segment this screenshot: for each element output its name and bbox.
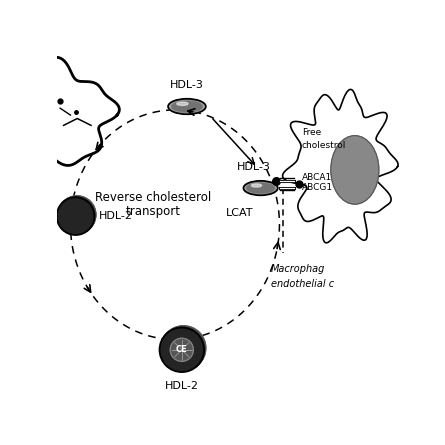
Text: Macrophag: Macrophag (271, 264, 325, 274)
Circle shape (170, 338, 194, 361)
Polygon shape (283, 89, 398, 243)
Circle shape (161, 327, 205, 371)
Circle shape (57, 198, 94, 234)
Text: HDL-2: HDL-2 (98, 211, 133, 221)
Circle shape (58, 198, 94, 234)
Text: endothelial c: endothelial c (271, 279, 334, 288)
Circle shape (58, 197, 95, 234)
Ellipse shape (169, 100, 205, 113)
Circle shape (58, 197, 95, 234)
Ellipse shape (247, 183, 275, 193)
Ellipse shape (169, 99, 206, 114)
Ellipse shape (244, 182, 277, 195)
Ellipse shape (172, 101, 202, 112)
Ellipse shape (331, 136, 379, 204)
Text: ABCG1: ABCG1 (302, 183, 333, 192)
Ellipse shape (172, 101, 202, 112)
Circle shape (161, 326, 206, 370)
Text: CE: CE (176, 345, 188, 354)
Ellipse shape (245, 182, 277, 194)
Ellipse shape (251, 184, 262, 187)
Text: HDL-2: HDL-2 (165, 380, 199, 391)
Text: Free: Free (302, 128, 321, 138)
Circle shape (58, 197, 95, 234)
Ellipse shape (243, 181, 278, 195)
Text: transport: transport (125, 205, 180, 218)
Ellipse shape (245, 182, 276, 194)
Circle shape (161, 327, 205, 371)
Ellipse shape (170, 100, 204, 113)
Ellipse shape (247, 183, 274, 193)
Circle shape (58, 198, 94, 234)
Circle shape (161, 327, 204, 371)
Text: Reverse cholesterol: Reverse cholesterol (94, 191, 211, 204)
Circle shape (58, 196, 95, 234)
Ellipse shape (246, 182, 275, 194)
Text: HDL-3: HDL-3 (170, 80, 204, 90)
Circle shape (57, 198, 94, 234)
Circle shape (161, 328, 204, 371)
Ellipse shape (247, 183, 275, 193)
Ellipse shape (171, 101, 202, 112)
Circle shape (161, 327, 205, 371)
Text: HDL-3: HDL-3 (237, 162, 271, 172)
Ellipse shape (244, 181, 277, 195)
Ellipse shape (245, 182, 276, 194)
Circle shape (58, 197, 94, 234)
Polygon shape (0, 57, 119, 166)
Ellipse shape (177, 102, 188, 105)
Circle shape (162, 326, 206, 370)
Circle shape (161, 328, 204, 371)
Circle shape (161, 326, 205, 371)
Circle shape (58, 197, 95, 234)
Circle shape (58, 196, 96, 234)
Ellipse shape (171, 101, 203, 113)
Circle shape (161, 328, 203, 371)
Ellipse shape (247, 183, 274, 193)
Text: cholestrol: cholestrol (302, 142, 346, 150)
Ellipse shape (169, 99, 205, 114)
Circle shape (161, 326, 206, 370)
Circle shape (161, 328, 204, 371)
Circle shape (161, 328, 203, 371)
Ellipse shape (170, 100, 203, 113)
Ellipse shape (172, 101, 202, 111)
Circle shape (58, 196, 95, 234)
Ellipse shape (168, 99, 206, 114)
Text: ABCA1: ABCA1 (302, 173, 332, 182)
Ellipse shape (170, 100, 204, 113)
Circle shape (58, 196, 96, 234)
Text: LCAT: LCAT (227, 208, 254, 218)
Circle shape (58, 196, 96, 234)
Ellipse shape (246, 182, 275, 194)
Circle shape (161, 327, 205, 371)
